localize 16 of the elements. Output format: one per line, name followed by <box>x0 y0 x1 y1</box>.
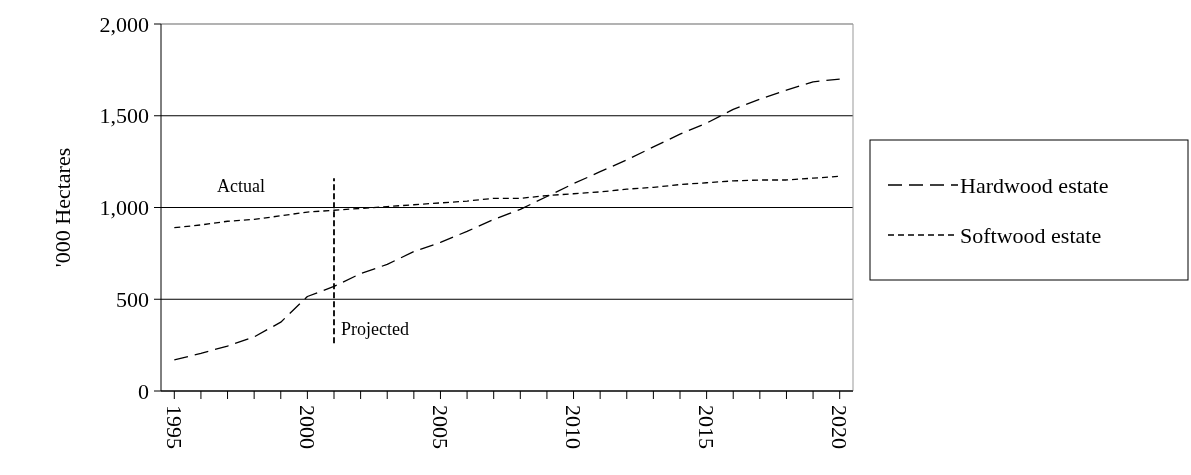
x-tick-label: 2015 <box>694 405 720 449</box>
y-axis-title: '000 Hectares <box>50 147 75 268</box>
annotation: Actual <box>217 176 265 197</box>
x-tick-label: 1995 <box>161 405 187 449</box>
y-tick-label: 2,000 <box>99 11 149 37</box>
y-tick-label: 500 <box>116 286 149 312</box>
x-tick-label: 2005 <box>427 405 453 449</box>
x-tick-label: 2010 <box>561 405 587 449</box>
legend-label: Softwood estate <box>960 222 1102 248</box>
y-tick-label: 0 <box>138 378 149 404</box>
x-tick-label: 2020 <box>827 405 853 449</box>
y-tick-label: 1,500 <box>99 103 149 129</box>
y-tick-label: 1,000 <box>99 195 149 221</box>
annotation: Projected <box>341 319 409 340</box>
x-tick-label: 2000 <box>294 405 320 449</box>
legend-label: Hardwood estate <box>960 172 1109 198</box>
